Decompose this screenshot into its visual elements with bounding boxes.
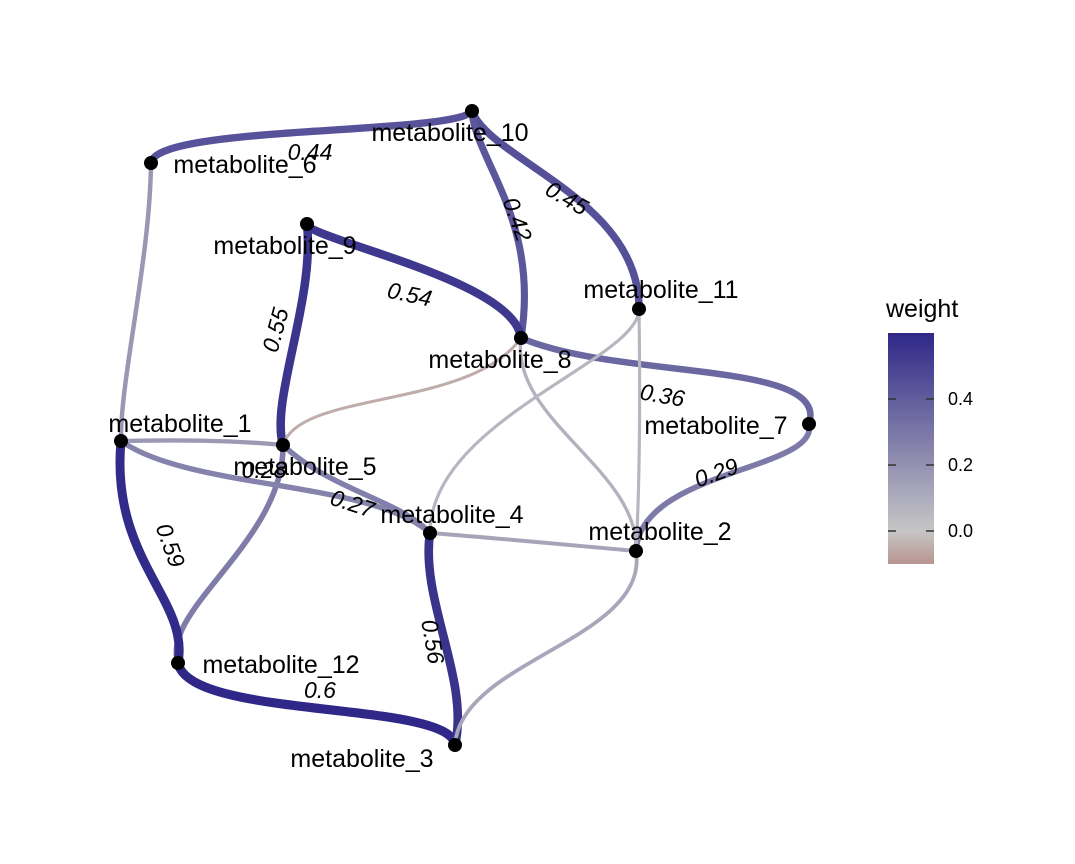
edge-metabolite_6-metabolite_10 <box>147 107 476 167</box>
edge-weight-label: 0.6 <box>304 677 336 703</box>
node-metabolite_1 <box>114 434 128 448</box>
legend-ticks: 0.4 0.2 0.0 <box>888 389 973 541</box>
node-label-metabolite_6: metabolite_6 <box>173 151 316 179</box>
edge-metabolite_2-metabolite_3 <box>453 549 639 747</box>
legend-colorbar <box>888 333 934 564</box>
edge-metabolite_8-metabolite_2 <box>518 336 638 553</box>
edge-metabolite_8-metabolite_5 <box>281 336 523 447</box>
edge-metabolite_7-metabolite_2 <box>633 421 812 554</box>
edge-weight-label: 0.28 <box>242 457 287 483</box>
node-metabolite_9 <box>300 217 314 231</box>
node-metabolite_10 <box>465 104 479 118</box>
legend-title: weight <box>885 295 958 323</box>
edge-weight-label: 0.36 <box>638 378 687 411</box>
edge-metabolite_6-metabolite_1 <box>118 160 154 444</box>
node-metabolite_11 <box>632 302 646 316</box>
edge-weight-label: 0.55 <box>257 305 294 355</box>
node-label-metabolite_12: metabolite_12 <box>202 651 359 679</box>
edge-metabolite_9-metabolite_5 <box>276 219 313 450</box>
node-label-metabolite_3: metabolite_3 <box>290 745 433 773</box>
node-label-metabolite_8: metabolite_8 <box>428 346 571 374</box>
edge-metabolite_4-metabolite_3 <box>424 528 463 750</box>
node-label-metabolite_11: metabolite_11 <box>583 276 738 304</box>
edge-metabolite_12-metabolite_3 <box>173 658 460 750</box>
node-metabolite_6 <box>144 156 158 170</box>
node-metabolite_2 <box>629 544 643 558</box>
edge-weight-label: 0.27 <box>327 484 379 523</box>
edges-layer <box>115 107 814 750</box>
node-label-metabolite_9: metabolite_9 <box>213 232 356 260</box>
node-label-metabolite_1: metabolite_1 <box>108 410 251 438</box>
edge-weight-label: 0.54 <box>385 277 434 312</box>
node-label-metabolite_10: metabolite_10 <box>371 119 528 147</box>
edge-weight-label: 0.42 <box>498 194 538 245</box>
legend-tick-label: 0.0 <box>948 521 973 541</box>
legend-tick-label: 0.4 <box>948 389 973 409</box>
node-metabolite_4 <box>423 526 437 540</box>
edge-metabolite_1-metabolite_4 <box>118 438 433 536</box>
node-labels-layer: metabolite_1 metabolite_2 metabolite_3 meta… <box>108 119 787 773</box>
edge-metabolite_1-metabolite_5 <box>118 438 286 448</box>
node-metabolite_8 <box>514 331 528 345</box>
edge-metabolite_10-metabolite_11 <box>468 107 643 313</box>
node-metabolite_7 <box>802 417 816 431</box>
legend-tick-label: 0.2 <box>948 455 973 475</box>
edge-metabolite_10-metabolite_8 <box>468 107 529 342</box>
edge-metabolite_1-metabolite_12 <box>115 436 184 668</box>
edge-weight-label: 0.59 <box>151 520 191 571</box>
node-label-metabolite_4: metabolite_4 <box>380 501 523 529</box>
edge-weight-label: 0.44 <box>288 139 333 165</box>
edge-metabolite_9-metabolite_8 <box>302 219 526 343</box>
node-metabolite_12 <box>171 656 185 670</box>
edge-weight-label: 0.45 <box>541 176 593 221</box>
edge-metabolite_4-metabolite_2 <box>428 531 638 553</box>
node-metabolite_3 <box>448 738 462 752</box>
color-legend: weight 0.4 0.2 0.0 <box>885 295 973 564</box>
edge-metabolite_11-metabolite_2 <box>634 307 642 553</box>
node-label-metabolite_2: metabolite_2 <box>588 518 731 546</box>
edge-weight-label: 0.29 <box>691 453 742 493</box>
edge-metabolite_11-metabolite_4 <box>428 307 641 535</box>
node-metabolite_5 <box>276 438 290 452</box>
node-label-metabolite_7: metabolite_7 <box>644 412 787 440</box>
node-label-metabolite_5: metabolite_5 <box>233 453 376 481</box>
nodes-layer <box>114 104 816 752</box>
edge-metabolite_8-metabolite_7 <box>517 334 814 428</box>
